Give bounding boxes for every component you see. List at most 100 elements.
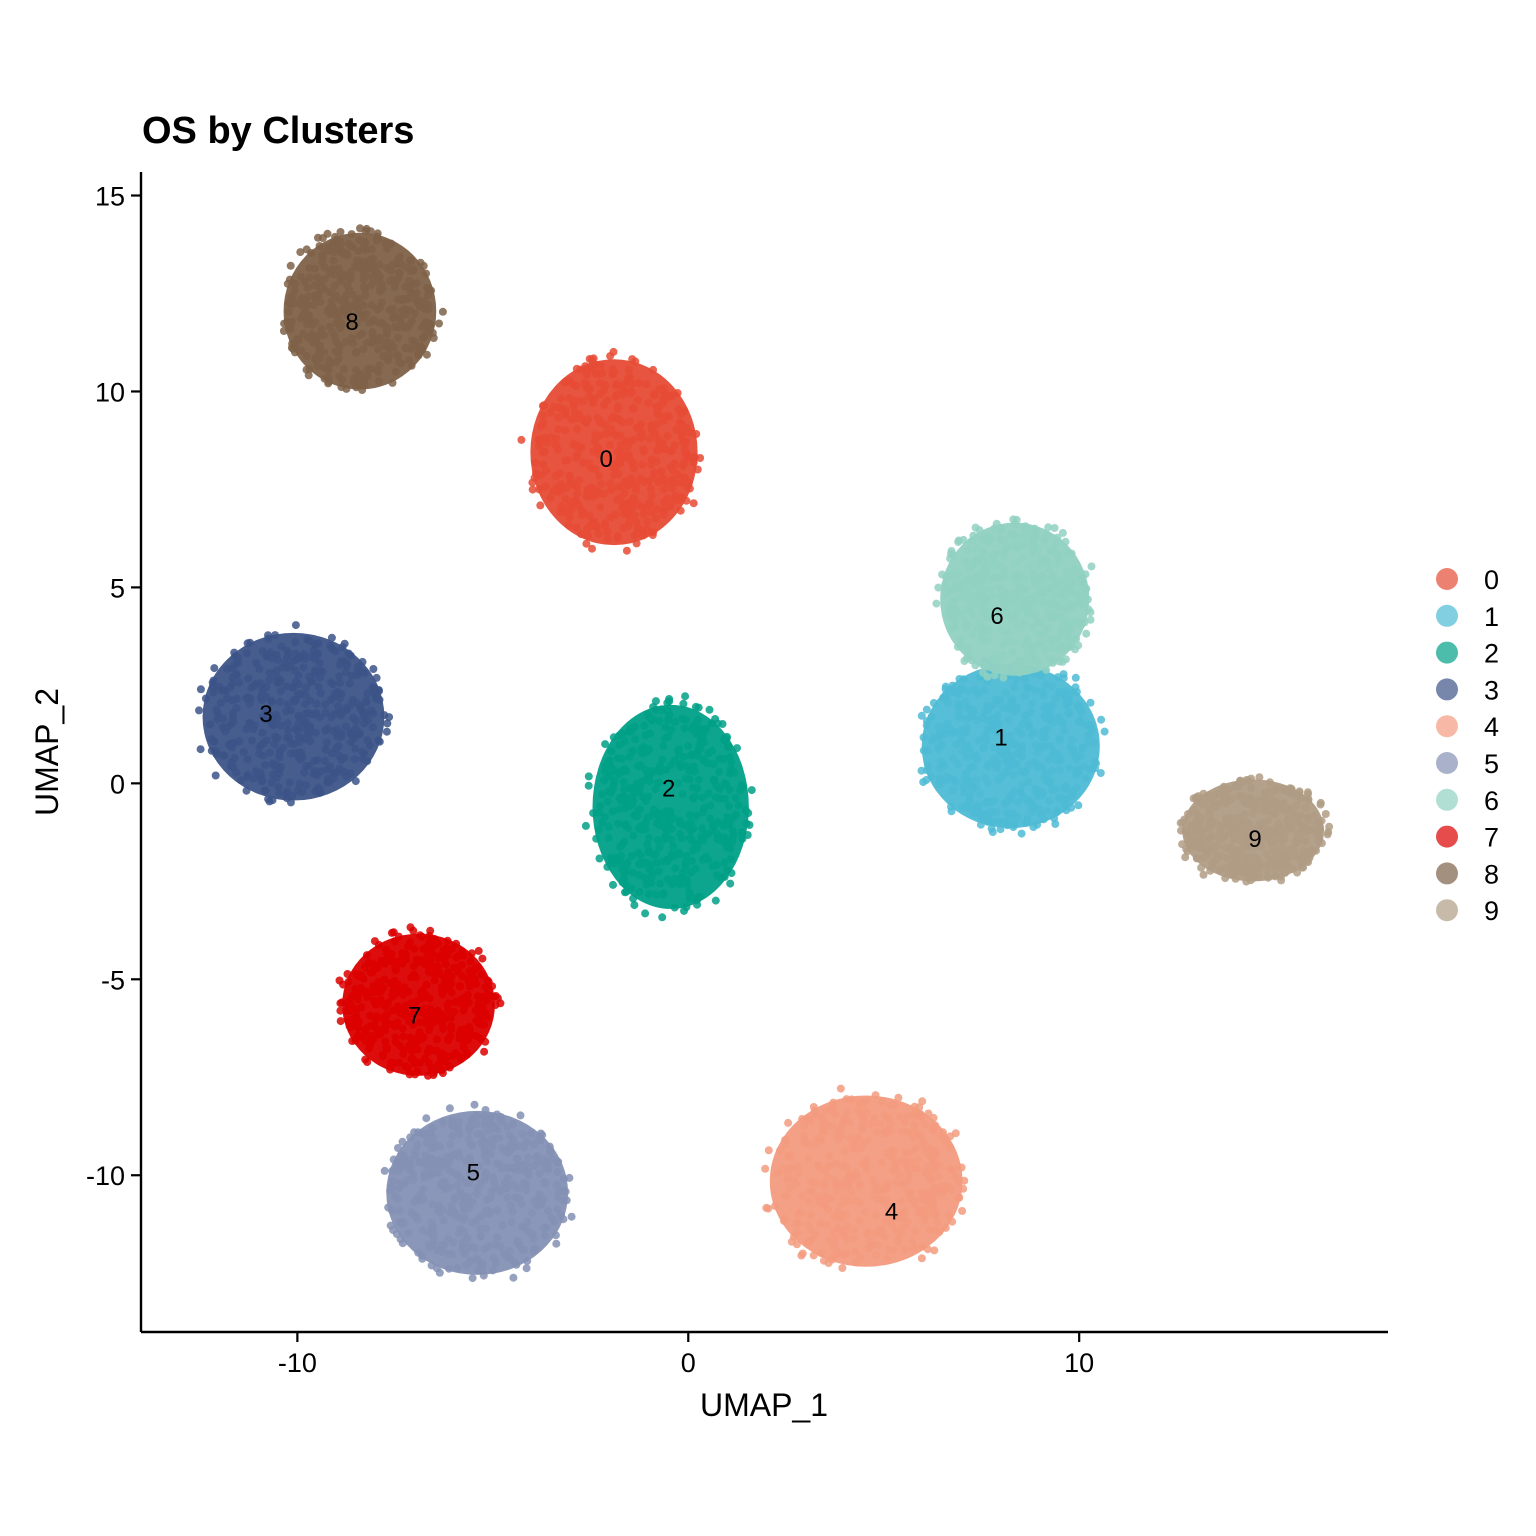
data-point (888, 1220, 897, 1229)
data-point (564, 521, 573, 530)
data-point (301, 700, 309, 709)
data-point (671, 717, 680, 726)
data-point (362, 224, 371, 233)
data-point (386, 1065, 395, 1074)
data-point (478, 954, 487, 963)
data-point (973, 716, 982, 725)
data-point (538, 401, 547, 410)
data-point (1239, 792, 1248, 801)
data-point (462, 1233, 471, 1242)
data-point (343, 659, 352, 668)
data-point (682, 903, 691, 911)
data-point (1065, 708, 1074, 717)
data-point (455, 1118, 464, 1126)
data-point (696, 454, 705, 462)
data-point (635, 887, 644, 896)
data-point (455, 1130, 464, 1139)
data-point (1044, 705, 1053, 714)
data-point (273, 714, 282, 723)
data-point (979, 713, 988, 722)
data-point (448, 1116, 457, 1125)
data-point (645, 434, 654, 443)
data-point (621, 794, 630, 803)
data-point (503, 1163, 512, 1172)
data-point (546, 408, 555, 417)
data-point (871, 1091, 880, 1100)
data-point (418, 334, 427, 343)
data-point (224, 740, 233, 749)
data-point (360, 375, 368, 384)
data-point (654, 867, 663, 876)
data-point (984, 613, 993, 622)
data-point (909, 1244, 918, 1253)
data-point (937, 758, 946, 767)
data-point (918, 1137, 927, 1145)
data-point (649, 528, 658, 536)
data-point (299, 663, 308, 672)
data-point (1036, 574, 1045, 582)
cluster-1-points (917, 656, 1109, 838)
data-point (965, 796, 974, 805)
data-point (467, 949, 476, 958)
data-point (680, 724, 689, 733)
data-point (992, 716, 1001, 725)
data-point (1260, 807, 1269, 816)
data-point (595, 431, 604, 440)
data-point (641, 909, 650, 918)
data-point (536, 501, 545, 510)
data-point (324, 366, 333, 375)
data-point (1009, 515, 1018, 524)
data-point (1065, 584, 1074, 592)
data-point (356, 702, 365, 711)
data-point (359, 712, 368, 721)
data-point (419, 1129, 428, 1138)
data-point (964, 687, 973, 695)
data-point (215, 682, 224, 691)
data-point (428, 1124, 437, 1133)
data-point (448, 1250, 457, 1259)
data-point (632, 539, 641, 548)
data-point (230, 754, 239, 762)
data-point (787, 1237, 796, 1246)
data-point (218, 723, 227, 732)
data-point (476, 1034, 485, 1043)
data-point (533, 1195, 542, 1204)
data-point (409, 1020, 418, 1029)
data-point (356, 983, 365, 992)
data-point (991, 562, 1000, 571)
data-point (725, 801, 733, 810)
data-point (267, 778, 276, 787)
data-point (1030, 686, 1039, 695)
data-point (394, 333, 403, 342)
data-point (914, 1206, 922, 1215)
data-point (341, 668, 350, 676)
data-point (422, 980, 431, 989)
data-point (544, 1157, 553, 1166)
data-point (693, 715, 702, 724)
data-point (472, 1016, 481, 1025)
data-point (1008, 648, 1017, 657)
data-point (382, 1043, 391, 1052)
data-point (518, 1222, 527, 1231)
data-point (785, 1164, 794, 1173)
legend-item-0: 0 (1436, 565, 1499, 595)
data-point (315, 788, 324, 797)
data-point (468, 1197, 477, 1206)
data-point (847, 1188, 856, 1197)
data-point (983, 817, 992, 826)
data-point (1227, 860, 1236, 869)
data-point (614, 819, 622, 828)
data-point (1062, 785, 1071, 794)
data-point (535, 485, 544, 494)
data-point (228, 679, 237, 688)
data-point (1005, 701, 1014, 710)
data-point (279, 327, 288, 335)
data-point (616, 842, 625, 851)
data-point (1034, 581, 1043, 590)
data-point (407, 973, 416, 982)
data-point (600, 401, 609, 410)
data-point (337, 657, 346, 666)
data-point (459, 1006, 468, 1015)
data-point (374, 736, 383, 745)
data-point (351, 744, 360, 753)
